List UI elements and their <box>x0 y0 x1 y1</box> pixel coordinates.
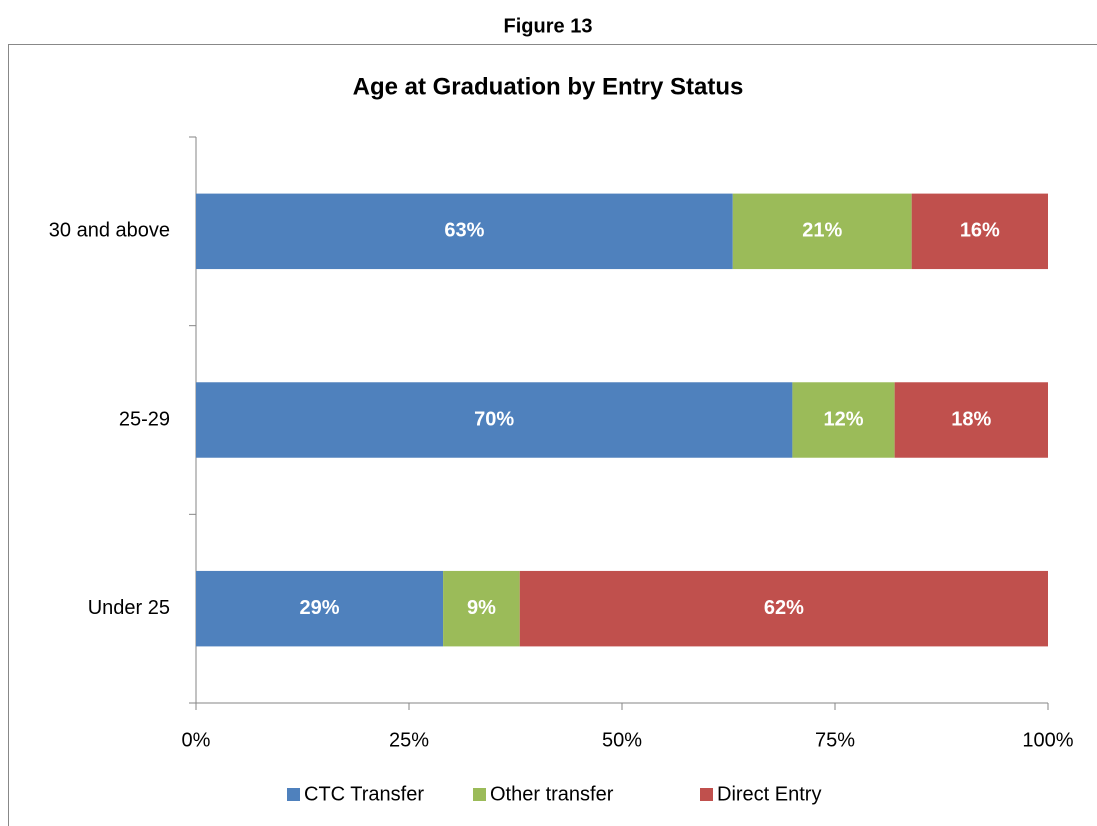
value-label: 9% <box>467 597 496 619</box>
x-tick-label: 75% <box>815 729 855 751</box>
legend-swatch <box>473 788 486 801</box>
y-tick-label: Under 25 <box>88 597 170 619</box>
bar-segment <box>443 570 520 647</box>
value-label: 21% <box>802 220 842 242</box>
x-tick-label: 25% <box>389 729 429 751</box>
bar-segment <box>196 382 793 458</box>
figure-label: Figure 13 <box>504 15 593 37</box>
x-tick-label: 100% <box>1022 729 1073 751</box>
chart-border <box>8 44 1097 826</box>
bar-segment <box>732 193 912 270</box>
legend-label: Direct Entry <box>717 783 821 805</box>
bar-segment <box>196 193 733 270</box>
legend-swatch <box>287 788 300 801</box>
legend-label: CTC Transfer <box>304 783 424 805</box>
bar-segment <box>792 382 895 458</box>
value-label: 18% <box>951 408 991 430</box>
bar-segment <box>519 570 1048 647</box>
value-label: 62% <box>764 597 804 619</box>
y-tick-label: 25-29 <box>119 408 170 430</box>
value-label: 12% <box>824 408 864 430</box>
value-label: 63% <box>444 220 484 242</box>
bar-segment <box>196 570 444 647</box>
value-label: 29% <box>300 597 340 619</box>
chart-title: Age at Graduation by Entry Status <box>353 73 744 100</box>
value-label: 70% <box>474 408 514 430</box>
legend-swatch <box>700 788 713 801</box>
bar-segment <box>911 193 1048 270</box>
value-label: 16% <box>960 220 1000 242</box>
y-tick-label: 30 and above <box>49 220 170 242</box>
bar-segment <box>894 382 1048 458</box>
x-tick-label: 50% <box>602 729 642 751</box>
legend-label: Other transfer <box>490 783 614 805</box>
x-tick-label: 0% <box>182 729 211 751</box>
